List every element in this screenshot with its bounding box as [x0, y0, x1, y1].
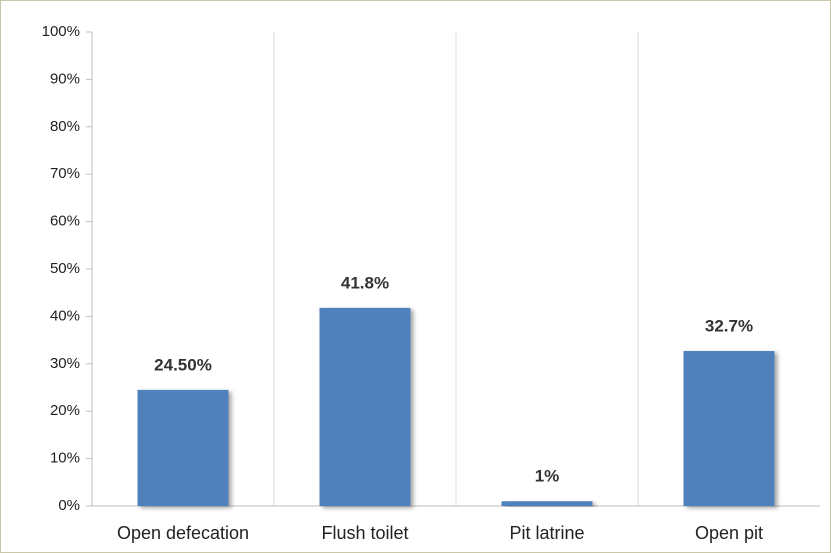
y-tick-label: 40% — [50, 307, 80, 324]
y-tick-label: 30% — [50, 355, 80, 372]
value-label: 24.50% — [154, 355, 212, 374]
y-tick-label: 60% — [50, 213, 80, 230]
y-tick-label: 0% — [58, 497, 80, 514]
y-tick-label: 50% — [50, 260, 80, 277]
y-tick-label: 80% — [50, 118, 80, 135]
x-tick-label: Open defecation — [117, 523, 249, 543]
bar — [319, 307, 411, 506]
bar — [137, 389, 229, 506]
value-label: 32.7% — [705, 316, 753, 335]
y-tick-label: 100% — [42, 23, 80, 40]
y-tick-label: 70% — [50, 165, 80, 182]
y-tick-label: 20% — [50, 402, 80, 419]
bar — [683, 351, 775, 506]
y-tick-label: 90% — [50, 70, 80, 87]
value-label: 1% — [535, 467, 560, 486]
x-tick-label: Open pit — [695, 523, 763, 543]
bar — [501, 501, 593, 506]
x-tick-label: Pit latrine — [509, 523, 584, 543]
y-tick-label: 10% — [50, 450, 80, 467]
x-tick-label: Flush toilet — [321, 523, 408, 543]
value-label: 41.8% — [341, 273, 389, 292]
